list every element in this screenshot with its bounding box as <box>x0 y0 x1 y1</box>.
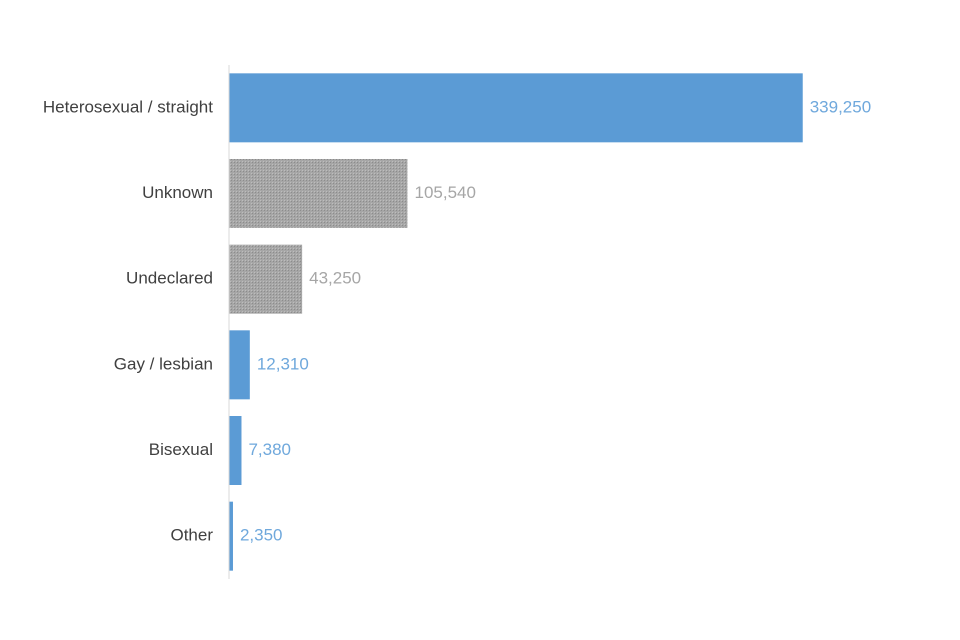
value-label: 339,250 <box>810 97 871 116</box>
bar <box>229 416 242 485</box>
value-label: 2,350 <box>240 526 283 545</box>
value-label: 12,310 <box>257 354 309 373</box>
category-label: Undeclared <box>126 269 213 288</box>
bars-group: Heterosexual / straight 339,250 Unknown 105… <box>43 73 871 571</box>
category-label: Heterosexual / straight <box>43 97 213 116</box>
bar <box>229 244 303 314</box>
value-label: 7,380 <box>248 440 291 459</box>
category-label: Other <box>170 526 213 545</box>
bar <box>229 73 803 143</box>
value-label: 43,250 <box>309 269 361 288</box>
category-label: Bisexual <box>149 440 213 459</box>
bar <box>229 501 233 571</box>
bar <box>229 159 408 228</box>
category-label: Unknown <box>142 183 213 202</box>
bar <box>229 330 250 400</box>
value-label: 105,540 <box>414 183 475 202</box>
category-label: Gay / lesbian <box>114 354 213 373</box>
